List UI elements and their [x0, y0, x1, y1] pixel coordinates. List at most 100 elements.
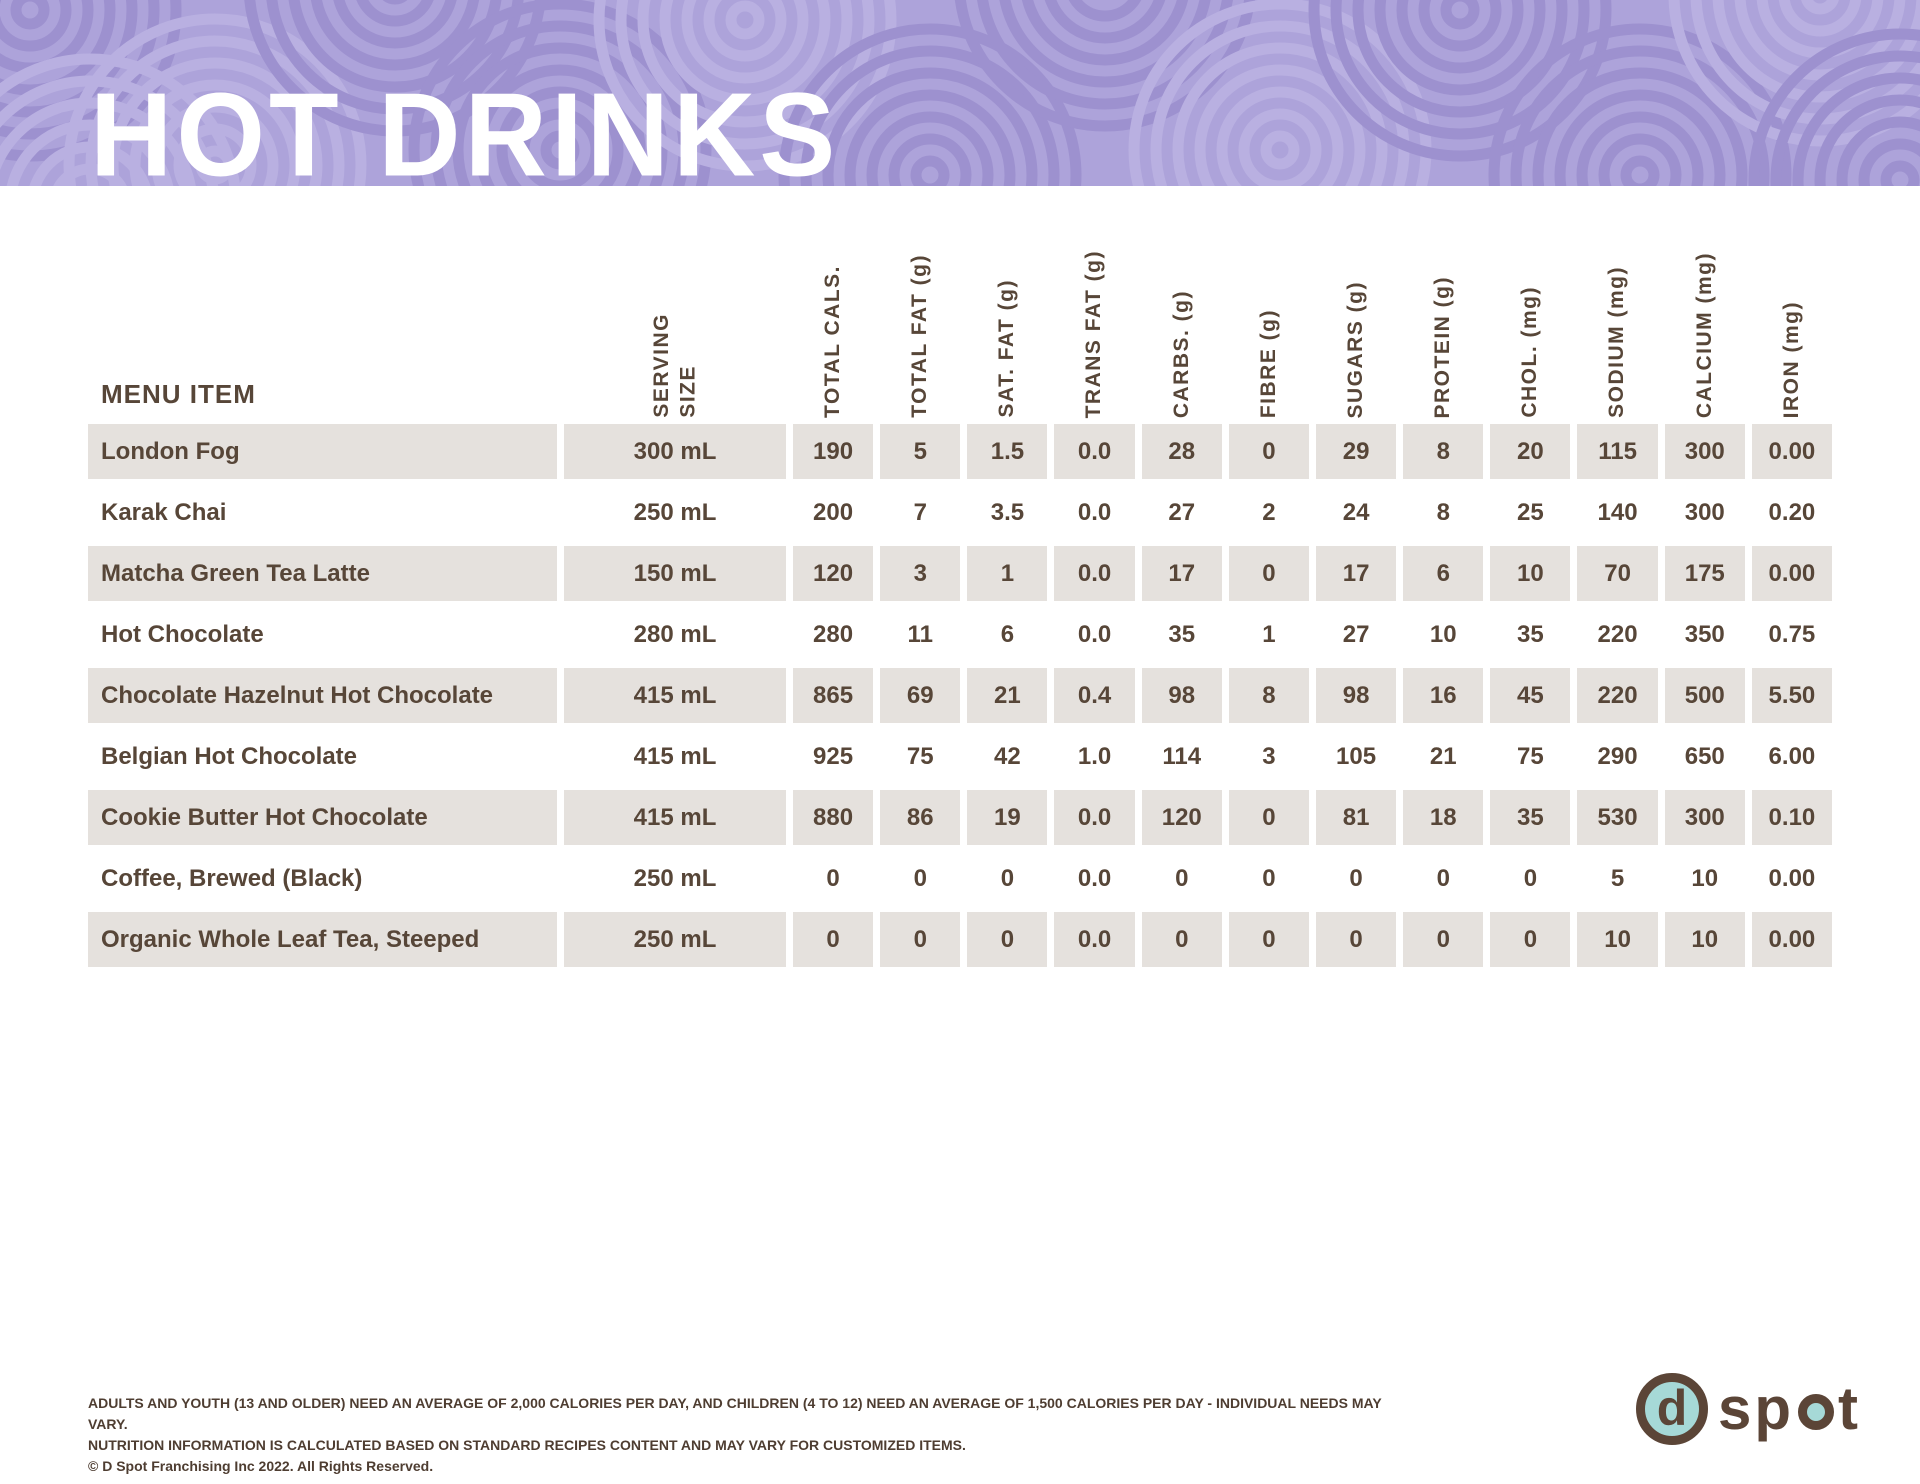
value-cell: 19 — [967, 790, 1048, 845]
value-cell: 29 — [1315, 424, 1397, 479]
value-cell: 0 — [1141, 912, 1222, 967]
value-cell: 115 — [1577, 424, 1658, 479]
value-cell: 0 — [793, 912, 874, 967]
value-cell: 175 — [1664, 546, 1745, 601]
menu-item-cell: Organic Whole Leaf Tea, Steeped — [88, 912, 557, 967]
value-cell: 0 — [1403, 912, 1484, 967]
value-cell: 0 — [1175, 864, 1189, 892]
disclaimer: ADULTS AND YOUTH (13 AND OLDER) NEED AN … — [88, 1393, 1388, 1477]
serving-size-cell: 415 mL — [564, 668, 786, 723]
value-cell: 0 — [1436, 864, 1450, 892]
value-cell: 0.0 — [1054, 790, 1135, 845]
swirl-pattern — [0, 0, 1920, 186]
value-cell: 3 — [1262, 742, 1276, 770]
serving-size-cell: 280 mL — [633, 620, 717, 648]
value-cell: 350 — [1684, 620, 1725, 648]
value-cell: 0 — [880, 912, 961, 967]
value-cell: 0.4 — [1054, 668, 1135, 723]
value-cell: 290 — [1597, 742, 1638, 770]
value-cell: 0 — [913, 864, 927, 892]
serving-size-cell: 250 mL — [633, 498, 717, 526]
value-cell: 10 — [1490, 546, 1571, 601]
column-header-label: CHOL. (mg) — [1518, 286, 1542, 418]
value-cell: 81 — [1315, 790, 1397, 845]
column-header-fibre-g: FIBRE (g) — [1229, 216, 1309, 418]
value-cell: 0 — [1349, 864, 1363, 892]
value-cell: 650 — [1684, 742, 1725, 770]
column-header-label: IRON (mg) — [1779, 300, 1803, 418]
value-cell: 0 — [826, 864, 840, 892]
value-cell: 0 — [1262, 864, 1276, 892]
column-header-serving-size: SERVING SIZE — [564, 216, 786, 418]
value-cell: 17 — [1315, 546, 1397, 601]
value-cell: 6 — [1403, 546, 1484, 601]
value-cell: 27 — [1168, 498, 1196, 526]
value-cell: 500 — [1664, 668, 1745, 723]
value-cell: 200 — [813, 498, 854, 526]
column-header-carbs-g: CARBS. (g) — [1142, 216, 1222, 418]
value-cell: 865 — [793, 668, 874, 723]
value-cell: 0.0 — [1077, 498, 1112, 526]
value-cell: 16 — [1403, 668, 1484, 723]
value-cell: 0.75 — [1768, 620, 1816, 648]
value-cell: 86 — [880, 790, 961, 845]
serving-size-cell: 250 mL — [564, 912, 786, 967]
nutrition-table: MENU ITEM SERVING SIZE TOTAL CALS. TOTAL FA… — [88, 216, 1832, 967]
value-cell: 300 — [1684, 498, 1725, 526]
menu-item-cell: Coffee, Brewed (Black) — [101, 864, 363, 892]
column-header-label: TOTAL CALS. — [820, 265, 844, 418]
value-cell: 18 — [1403, 790, 1484, 845]
copyright: © D Spot Franchising Inc 2022. All Right… — [88, 1458, 434, 1474]
value-cell: 10 — [1691, 864, 1719, 892]
value-cell: 140 — [1597, 498, 1638, 526]
value-cell: 0 — [1523, 864, 1538, 892]
value-cell: 0 — [1490, 912, 1571, 967]
value-cell: 220 — [1597, 620, 1638, 648]
value-cell: 75 — [1517, 742, 1544, 770]
value-cell: 25 — [1517, 498, 1544, 526]
value-cell: 6 — [1000, 620, 1015, 648]
value-cell: 8 — [1403, 424, 1484, 479]
column-header-label: SODIUM (mg) — [1605, 266, 1629, 418]
serving-size-cell: 415 mL — [633, 742, 717, 770]
value-cell: 220 — [1577, 668, 1658, 723]
value-cell: 69 — [880, 668, 961, 723]
value-cell: 45 — [1490, 668, 1571, 723]
logo-word-start: sp — [1718, 1375, 1795, 1442]
value-cell: 0 — [1228, 546, 1309, 601]
value-cell: 6.00 — [1768, 742, 1816, 770]
value-cell: 530 — [1577, 790, 1658, 845]
menu-item-cell: Karak Chai — [101, 498, 227, 526]
value-cell: 0 — [1000, 864, 1015, 892]
menu-item-cell: Matcha Green Tea Latte — [88, 546, 557, 601]
value-cell: 0.00 — [1751, 546, 1832, 601]
value-cell: 114 — [1162, 742, 1202, 770]
page-title: HOT DRINKS — [90, 68, 840, 186]
value-cell: 10 — [1577, 912, 1658, 967]
value-cell: 0.0 — [1054, 546, 1135, 601]
value-cell: 1 — [1262, 620, 1276, 648]
value-cell: 17 — [1141, 546, 1222, 601]
serving-size-cell: 415 mL — [564, 790, 786, 845]
menu-item-header-label: MENU ITEM — [101, 379, 256, 409]
value-cell: 120 — [1141, 790, 1222, 845]
value-cell: 20 — [1490, 424, 1571, 479]
value-cell: 0.00 — [1751, 912, 1832, 967]
column-header-sodium-mg: SODIUM (mg) — [1577, 216, 1657, 418]
serving-size-cell: 250 mL — [633, 864, 717, 892]
column-header-calcium-mg: CALCIUM (mg) — [1665, 216, 1745, 418]
value-cell: 0 — [1228, 424, 1309, 479]
value-cell: 24 — [1342, 498, 1370, 526]
value-cell: 925 — [813, 742, 854, 770]
logo-d-icon: d — [1636, 1373, 1708, 1445]
column-header-label: CARBS. (g) — [1169, 289, 1193, 418]
value-cell: 11 — [907, 620, 933, 648]
serving-size-cell: 150 mL — [564, 546, 786, 601]
menu-item-cell: Hot Chocolate — [101, 620, 264, 648]
column-header-label: SAT. FAT (g) — [995, 279, 1019, 418]
value-cell: 300 — [1664, 790, 1745, 845]
value-cell: 0.0 — [1054, 424, 1135, 479]
value-cell: 190 — [793, 424, 874, 479]
column-header-protein-g: PROTEIN (g) — [1403, 216, 1483, 419]
